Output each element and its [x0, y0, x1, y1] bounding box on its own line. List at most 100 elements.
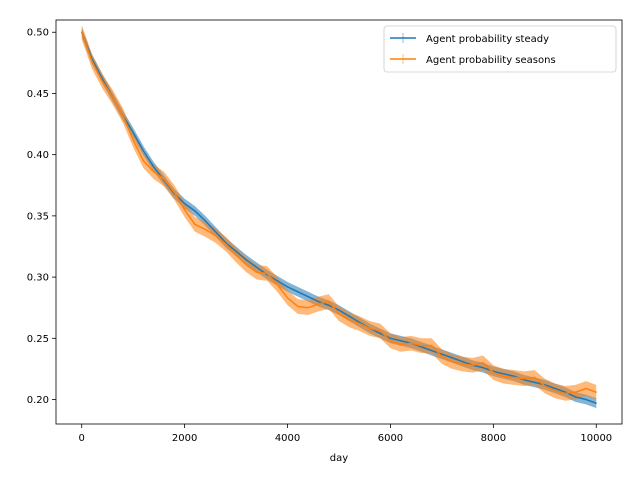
- data-point: [214, 231, 217, 233]
- data-point: [122, 114, 124, 117]
- data-point: [513, 376, 515, 379]
- y-tick-label: 0.50: [27, 28, 49, 39]
- data-point: [235, 254, 237, 256]
- data-point: [441, 356, 443, 358]
- data-point: [338, 313, 340, 315]
- y-tick-label: 0.40: [27, 150, 49, 161]
- data-point: [142, 150, 145, 152]
- series-line-2: [81, 31, 597, 395]
- data-point: [307, 296, 309, 298]
- error-band-series-2: [81, 24, 597, 401]
- series-lines: [81, 31, 597, 404]
- data-point: [297, 305, 299, 308]
- data-point: [307, 307, 309, 309]
- data-point: [112, 96, 114, 98]
- series-line-1: [81, 31, 597, 404]
- data-point: [81, 31, 83, 33]
- data-point: [204, 220, 206, 222]
- data-point: [266, 272, 268, 275]
- data-point: [420, 345, 422, 347]
- data-point: [441, 353, 443, 355]
- data-point: [358, 323, 361, 325]
- data-point: [451, 360, 453, 363]
- legend-label: Agent probability steady: [426, 34, 549, 45]
- x-tick-label: 6000: [378, 433, 403, 444]
- data-point: [369, 327, 371, 330]
- data-point: [523, 378, 525, 380]
- data-point: [400, 343, 402, 346]
- data-point: [513, 375, 515, 377]
- plot-frame: [55, 19, 623, 425]
- data-point: [204, 228, 206, 230]
- y-tick-label: 0.45: [27, 89, 49, 100]
- data-point: [256, 271, 258, 273]
- data-point: [184, 203, 186, 205]
- data-point: [328, 304, 330, 306]
- data-point: [276, 283, 278, 286]
- data-point: [379, 332, 381, 335]
- data-point: [276, 280, 278, 282]
- y-tick-label: 0.25: [27, 334, 49, 345]
- y-axis: 0.20 0.25 0.30 0.35 0.40 0.45 0.50: [27, 28, 56, 406]
- data-point: [400, 340, 402, 342]
- data-point: [91, 61, 93, 63]
- x-axis-label: day: [330, 453, 348, 464]
- x-tick-label: 0: [79, 433, 85, 444]
- data-point: [482, 367, 484, 369]
- data-point: [348, 315, 350, 317]
- data-point: [214, 234, 217, 237]
- data-point: [132, 139, 134, 141]
- y-tick-label: 0.20: [27, 395, 49, 406]
- data-point: [410, 342, 412, 344]
- data-point: [575, 391, 577, 393]
- data-point: [389, 337, 392, 339]
- data-point: [245, 264, 247, 266]
- data-point: [173, 192, 175, 194]
- data-point: [431, 345, 433, 347]
- x-tick-label: 2000: [172, 433, 197, 444]
- data-point: [235, 250, 237, 252]
- data-point: [451, 357, 453, 359]
- data-point: [564, 392, 567, 394]
- data-point: [379, 330, 381, 332]
- data-point: [317, 303, 320, 305]
- data-point: [503, 373, 505, 375]
- data-point: [225, 243, 227, 245]
- data-point: [245, 259, 247, 261]
- data-point: [389, 340, 392, 342]
- data-point: [431, 349, 433, 352]
- error-band-series-1: [81, 27, 597, 409]
- data-point: [194, 210, 196, 212]
- x-axis: 0 2000 4000 6000 8000 10000: [79, 424, 612, 444]
- data-point: [286, 286, 289, 288]
- data-point: [256, 266, 258, 268]
- data-point: [492, 371, 494, 374]
- data-point: [533, 381, 536, 383]
- data-point: [533, 376, 536, 379]
- data-point: [461, 360, 464, 363]
- data-point: [420, 346, 422, 348]
- data-point: [595, 391, 597, 393]
- y-tick-label: 0.30: [27, 273, 49, 284]
- data-point: [101, 80, 103, 82]
- data-point: [461, 363, 464, 365]
- data-point: [184, 209, 186, 211]
- y-tick-label: 0.35: [27, 211, 49, 222]
- data-point: [595, 402, 597, 404]
- legend-box: [383, 25, 617, 73]
- data-point: [338, 309, 340, 311]
- data-point: [328, 300, 330, 303]
- data-point: [348, 319, 350, 321]
- data-point: [554, 387, 556, 390]
- data-point: [358, 321, 361, 323]
- data-point: [153, 171, 155, 173]
- data-point: [317, 300, 320, 303]
- data-point: [132, 132, 134, 134]
- error-bands: [81, 24, 597, 409]
- data-point: [575, 396, 577, 398]
- data-point: [503, 375, 505, 377]
- data-point: [297, 291, 299, 293]
- data-point: [585, 398, 587, 401]
- x-tick-label: 8000: [481, 433, 506, 444]
